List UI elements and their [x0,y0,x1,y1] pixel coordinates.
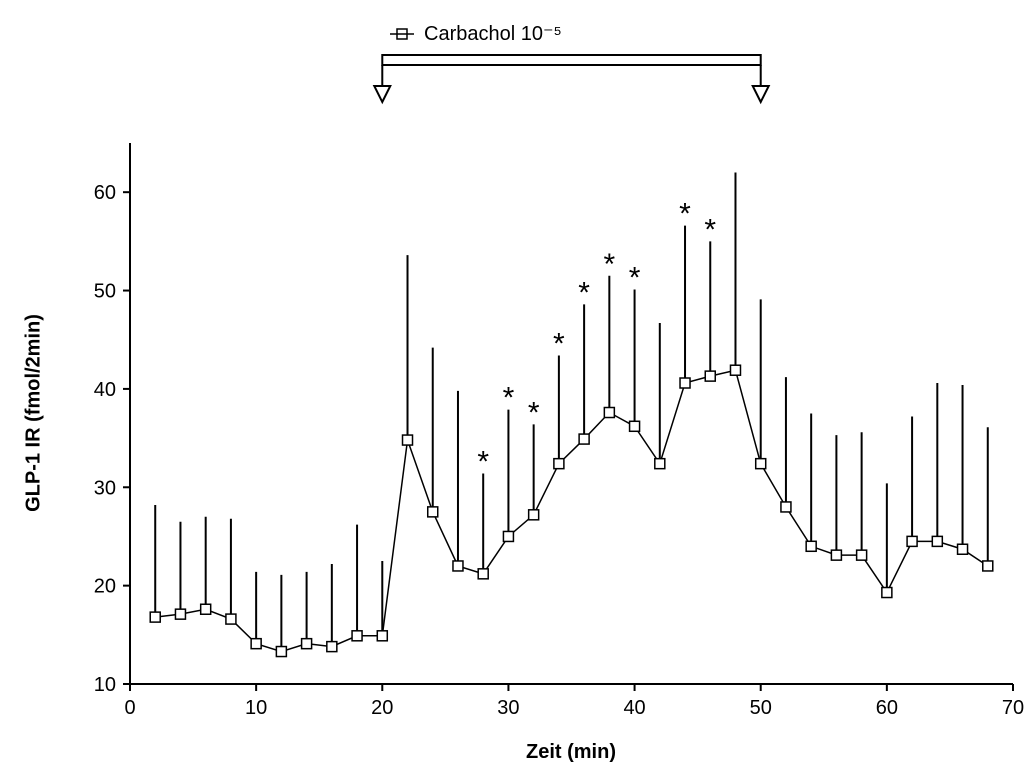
x-tick-label: 60 [876,697,898,719]
x-tick-label: 50 [750,697,772,719]
data-point [830,549,843,561]
significance-marker: * [553,327,565,360]
significance-marker: * [578,276,590,309]
data-point [931,535,944,548]
x-tick-label: 70 [1002,697,1024,719]
data-point [855,549,868,561]
data-point [174,608,187,620]
x-tick-label: 30 [497,697,519,719]
significance-marker: * [503,382,515,415]
data-point [578,433,590,445]
x-tick-label: 10 [245,697,267,719]
data-point [654,457,666,470]
data-point [452,560,464,572]
y-tick-label: 40 [94,379,116,401]
data-point [426,506,439,518]
data-point [754,457,767,470]
data-point [477,568,489,580]
bracket-arrow [751,85,771,105]
significance-marker: * [603,248,615,281]
data-point [527,509,540,521]
x-tick-label: 0 [124,697,135,719]
data-point [603,406,616,419]
y-tick-label: 50 [94,281,116,303]
data-point [982,560,994,572]
significance-marker: * [679,198,691,231]
significance-marker: * [477,446,489,479]
treatment-bracket [381,54,762,66]
y-tick-label: 30 [94,477,116,499]
data-point [805,540,817,553]
y-axis-title: GLP-1 IR (fmol/2min) [22,314,44,512]
data-point [628,420,641,433]
data-point [225,613,237,625]
significance-marker: * [528,396,540,429]
x-axis-title: Zeit (min) [526,741,616,763]
data-point [250,637,262,650]
data-point [679,377,691,389]
data-point [300,637,313,650]
data-point [199,603,212,615]
y-tick-label: 10 [94,674,116,696]
data-point [956,543,969,555]
data-point [906,535,918,548]
data-point [149,611,161,623]
significance-marker: * [704,213,716,246]
y-tick-label: 20 [94,576,116,598]
data-point [376,630,389,642]
data-point [553,457,565,470]
data-point [326,640,338,653]
data-point [704,370,717,382]
data-point [881,586,893,599]
data-line [155,369,989,653]
data-point [275,645,288,658]
x-tick-label: 40 [623,697,645,719]
x-tick-label: 20 [371,697,393,719]
data-point [502,530,515,543]
data-point [780,501,792,513]
data-point [401,434,414,446]
data-point [729,364,742,376]
bracket-arrow [372,85,392,105]
legend-label: Carbachol 10⁻⁵ [424,23,562,45]
y-tick-label: 60 [94,182,116,204]
significance-marker: * [629,262,641,295]
data-point [351,630,363,642]
